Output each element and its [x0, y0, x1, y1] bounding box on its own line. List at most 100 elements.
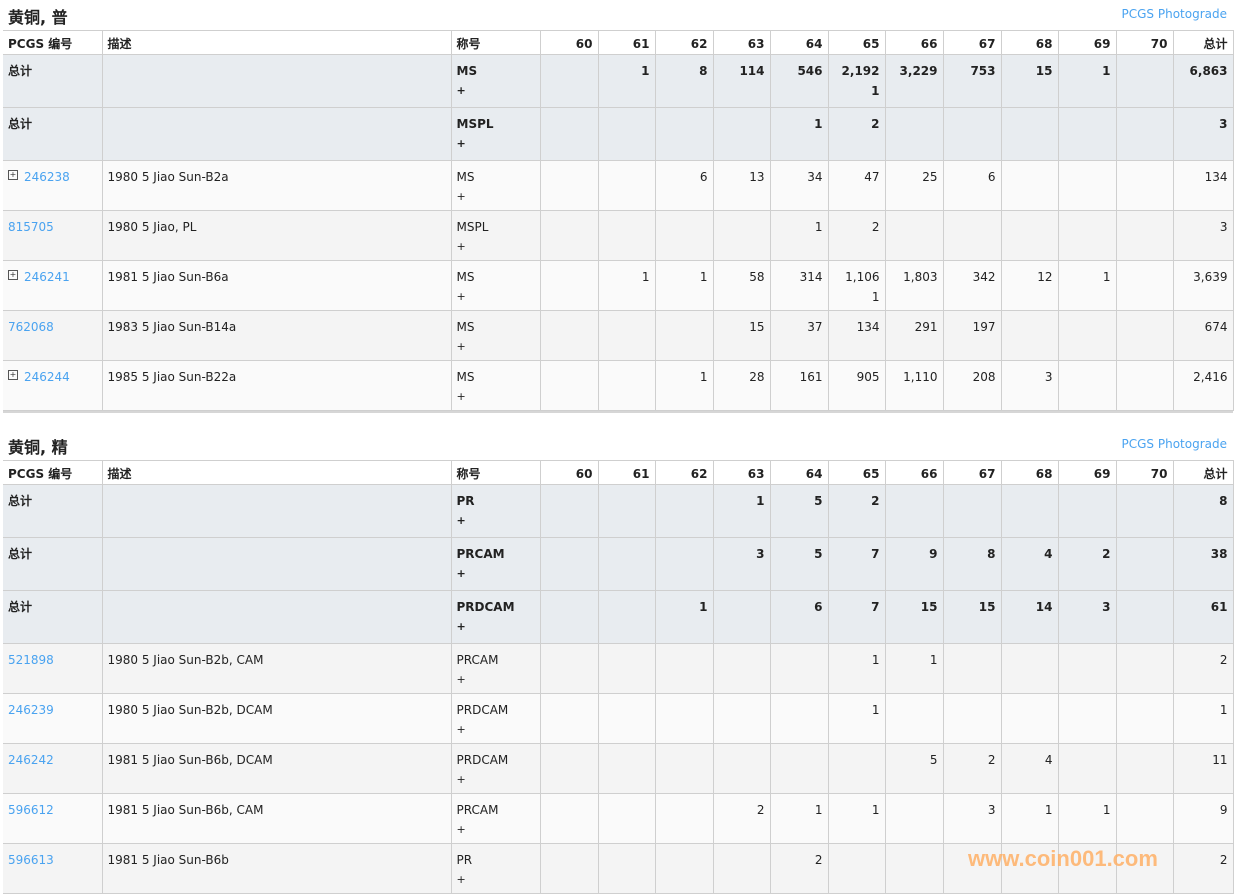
grade-68-cell [1000, 210, 1059, 261]
column-header: 描述 [101, 460, 452, 485]
grade-68-cell [1000, 843, 1059, 894]
total-label: 总计 [8, 494, 33, 508]
grade-70-cell [1115, 643, 1174, 694]
pcgs-number-cell: 总计 [3, 484, 103, 538]
plus-label: + [456, 567, 466, 580]
column-header: 65 [827, 460, 886, 485]
plus-label: + [456, 723, 466, 736]
grade-69-cell [1057, 693, 1117, 744]
grade-61-cell: 1 [597, 54, 656, 108]
grade-67-cell [942, 107, 1002, 161]
pcgs-number-cell: 596612 [3, 793, 103, 844]
total-cell: 674 [1172, 310, 1234, 361]
grade-70-cell [1115, 743, 1174, 794]
grade-70-cell [1115, 843, 1174, 894]
grade-66-cell: 1,803 [884, 260, 944, 311]
plus-label: + [456, 873, 466, 886]
grade-61-cell [597, 537, 656, 591]
grade-63-cell: 28 [712, 360, 771, 411]
total-cell: 3 [1172, 210, 1234, 261]
grade-64-cell: 314 [769, 260, 829, 311]
plus-label: + [456, 514, 466, 527]
pcgs-number-link[interactable]: 246242 [8, 753, 54, 767]
total-cell: 2,416 [1172, 360, 1234, 411]
expand-icon[interactable]: + [8, 370, 18, 380]
photograde-link[interactable]: PCGS Photograde [1121, 437, 1227, 451]
grade-61-cell [597, 160, 656, 211]
total-cell: 6,863 [1172, 54, 1234, 108]
table-row: +246238 1980 5 Jiao Sun-B2a MS +6 13 34 47 25 6 1… [3, 160, 1234, 211]
grade-70-cell [1115, 590, 1174, 644]
pcgs-number-link[interactable]: 246238 [24, 170, 70, 184]
pcgs-number-link[interactable]: 596613 [8, 853, 54, 867]
pcgs-number-link[interactable]: 246241 [24, 270, 70, 284]
pcgs-number-cell: 596613 [3, 843, 103, 894]
column-header: 64 [769, 30, 829, 55]
grade-69-cell: 3 [1057, 590, 1117, 644]
grade-61-cell [597, 210, 656, 261]
grade-65-cell: 1 [827, 693, 886, 744]
grade-68-cell [1000, 107, 1059, 161]
table-row: 596612 1981 5 Jiao Sun-B6b, CAM PRCAM +2 1 1 3… [3, 793, 1234, 844]
grade-67-cell [942, 210, 1002, 261]
grade-61-cell [597, 643, 656, 694]
grade-64-cell: 5 [769, 484, 829, 538]
plus-label: + [456, 240, 466, 253]
grade-60-cell [539, 210, 599, 261]
pcgs-number-link[interactable]: 246239 [8, 703, 54, 717]
grade-66-cell [884, 693, 944, 744]
grade-60-cell [539, 843, 599, 894]
photograde-link[interactable]: PCGS Photograde [1121, 7, 1227, 21]
pcgs-number-link[interactable]: 815705 [8, 220, 54, 234]
designation-cell: PRDCAM + [450, 743, 541, 794]
column-header: 60 [539, 460, 599, 485]
pcgs-number-cell: 762068 [3, 310, 103, 361]
grade-60-cell [539, 484, 599, 538]
grade-61-cell [597, 310, 656, 361]
grade-68-cell [1000, 643, 1059, 694]
grade-64-cell: 37 [769, 310, 829, 361]
grade-62-cell: 8 [654, 54, 714, 108]
grade-60-cell [539, 310, 599, 361]
grade-66-cell: 3,229 [884, 54, 944, 108]
grade-67-cell: 8 [942, 537, 1002, 591]
grade-66-cell: 5 [884, 743, 944, 794]
total-row: 总计 MSPL +1 2 3 [3, 107, 1234, 161]
grade-62-cell [654, 843, 714, 894]
total-cell: 9 [1172, 793, 1234, 844]
grade-61-cell: 1 [597, 260, 656, 311]
total-cell: 61 [1172, 590, 1234, 644]
column-header: 67 [942, 460, 1002, 485]
pcgs-number-link[interactable]: 596612 [8, 803, 54, 817]
total-label: 总计 [8, 547, 33, 561]
grade-62-cell [654, 210, 714, 261]
grade-63-cell: 1 [712, 484, 771, 538]
grade-69-cell: 1 [1057, 793, 1117, 844]
expand-icon[interactable]: + [8, 270, 18, 280]
grade-63-cell: 3 [712, 537, 771, 591]
section-divider [3, 411, 1233, 430]
description-cell: 1981 5 Jiao Sun-B6b [101, 843, 452, 894]
grade-65-cell [827, 743, 886, 794]
pcgs-number-link[interactable]: 246244 [24, 370, 70, 384]
designation-cell: PR + [450, 843, 541, 894]
column-header: 61 [597, 30, 656, 55]
grade-61-cell [597, 107, 656, 161]
pcgs-number-link[interactable]: 521898 [8, 653, 54, 667]
expand-icon[interactable]: + [8, 170, 18, 180]
column-header: 称号 [450, 460, 541, 485]
grade-62-cell: 1 [654, 360, 714, 411]
pcgs-number-cell: 521898 [3, 643, 103, 694]
column-header: 63 [712, 30, 771, 55]
grade-63-cell [712, 693, 771, 744]
column-header: 64 [769, 460, 829, 485]
pcgs-number-link[interactable]: 762068 [8, 320, 54, 334]
designation: MS [456, 170, 475, 184]
description-cell: 1980 5 Jiao, PL [101, 210, 452, 261]
section-header: 黄铜, 普 PCGS Photograde [3, 0, 1233, 30]
designation: PRDCAM [456, 703, 509, 717]
column-header: 称号 [450, 30, 541, 55]
watermark-logo: www.coin001.com [968, 846, 1158, 871]
grade-66-cell: 15 [884, 590, 944, 644]
column-header: 62 [654, 460, 714, 485]
